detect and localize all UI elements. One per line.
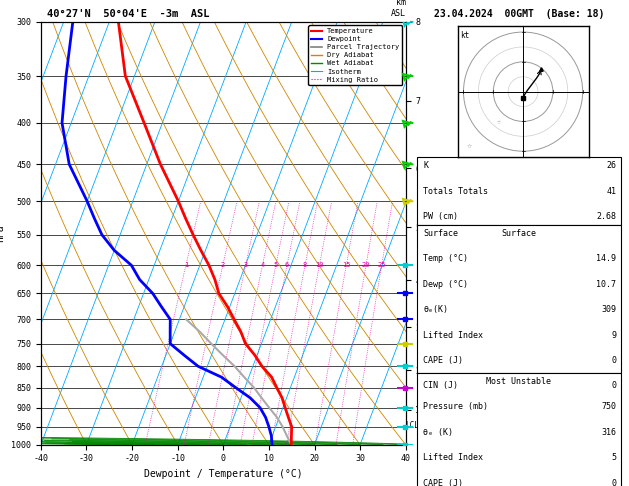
- Text: km
ASL: km ASL: [391, 0, 406, 17]
- Text: Lifted Index: Lifted Index: [423, 453, 484, 462]
- Text: θₑ(K): θₑ(K): [423, 305, 448, 314]
- Text: 0: 0: [611, 381, 616, 390]
- Text: LCL: LCL: [406, 421, 420, 431]
- Text: 41: 41: [606, 187, 616, 196]
- Text: 9: 9: [611, 330, 616, 340]
- Text: 3: 3: [243, 262, 248, 268]
- Text: 10.7: 10.7: [596, 280, 616, 289]
- Text: K: K: [423, 161, 428, 171]
- Text: 20: 20: [362, 262, 370, 268]
- Text: 2: 2: [221, 262, 225, 268]
- Text: 2.68: 2.68: [596, 212, 616, 221]
- Text: 0: 0: [611, 356, 616, 365]
- Legend: Temperature, Dewpoint, Parcel Trajectory, Dry Adiabat, Wet Adiabat, Isotherm, Mi: Temperature, Dewpoint, Parcel Trajectory…: [308, 25, 402, 86]
- Text: 8: 8: [303, 262, 307, 268]
- Y-axis label: hPa: hPa: [0, 225, 6, 242]
- Text: 5: 5: [611, 453, 616, 462]
- Y-axis label: Mixing Ratio (g/kg): Mixing Ratio (g/kg): [425, 186, 434, 281]
- Text: 750: 750: [601, 402, 616, 412]
- Text: 0: 0: [611, 479, 616, 486]
- Text: CAPE (J): CAPE (J): [423, 479, 464, 486]
- Text: 40°27'N  50°04'E  -3m  ASL: 40°27'N 50°04'E -3m ASL: [47, 9, 209, 19]
- Text: PW (cm): PW (cm): [423, 212, 459, 221]
- Text: Dewp (°C): Dewp (°C): [423, 280, 469, 289]
- Bar: [417, 157, 621, 225]
- Text: 309: 309: [601, 305, 616, 314]
- Text: Temp (°C): Temp (°C): [423, 255, 469, 263]
- Text: Surface: Surface: [423, 229, 459, 238]
- Text: 316: 316: [601, 428, 616, 437]
- Text: 10: 10: [315, 262, 324, 268]
- Text: 4: 4: [260, 262, 265, 268]
- Text: 15: 15: [342, 262, 350, 268]
- Text: CIN (J): CIN (J): [423, 381, 459, 390]
- Text: 5: 5: [274, 262, 278, 268]
- Text: 25: 25: [377, 262, 386, 268]
- Text: 1: 1: [184, 262, 188, 268]
- Text: Lifted Index: Lifted Index: [423, 330, 484, 340]
- Text: 23.04.2024  00GMT  (Base: 18): 23.04.2024 00GMT (Base: 18): [434, 9, 604, 19]
- Text: Totals Totals: Totals Totals: [423, 187, 489, 196]
- Text: 26: 26: [606, 161, 616, 171]
- X-axis label: Dewpoint / Temperature (°C): Dewpoint / Temperature (°C): [144, 469, 303, 479]
- Text: 14.9: 14.9: [596, 255, 616, 263]
- Text: Pressure (mb): Pressure (mb): [423, 402, 489, 412]
- Text: 6: 6: [285, 262, 289, 268]
- Text: CAPE (J): CAPE (J): [423, 356, 464, 365]
- Bar: [417, 225, 621, 373]
- Text: Surface: Surface: [501, 229, 537, 238]
- Text: Most Unstable: Most Unstable: [486, 377, 552, 386]
- Text: θₑ (K): θₑ (K): [423, 428, 454, 437]
- Bar: [417, 373, 621, 486]
